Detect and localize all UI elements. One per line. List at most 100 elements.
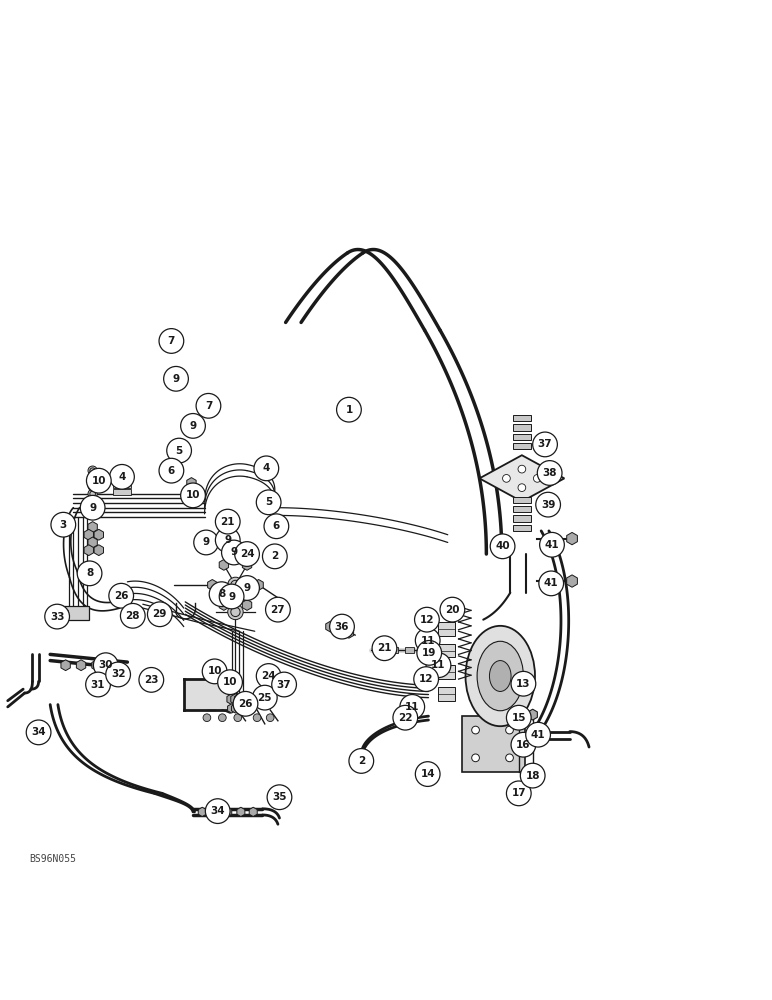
Circle shape bbox=[400, 695, 425, 719]
Circle shape bbox=[235, 576, 259, 600]
Text: 30: 30 bbox=[99, 660, 113, 670]
Circle shape bbox=[235, 542, 259, 566]
Text: 10: 10 bbox=[223, 677, 237, 687]
Text: 9: 9 bbox=[202, 537, 210, 547]
Circle shape bbox=[80, 495, 105, 520]
Text: BS96N055: BS96N055 bbox=[29, 854, 76, 864]
Text: 20: 20 bbox=[445, 605, 459, 615]
Text: 27: 27 bbox=[271, 605, 285, 615]
Circle shape bbox=[90, 468, 96, 473]
Circle shape bbox=[253, 714, 261, 722]
Bar bbox=[513, 525, 531, 531]
Text: 10: 10 bbox=[208, 666, 222, 676]
Circle shape bbox=[539, 571, 564, 596]
Circle shape bbox=[256, 490, 281, 515]
Circle shape bbox=[426, 653, 451, 678]
Bar bbox=[513, 424, 531, 431]
Text: 9: 9 bbox=[89, 503, 96, 513]
Text: 12: 12 bbox=[419, 674, 433, 684]
Text: 11: 11 bbox=[432, 660, 445, 670]
Circle shape bbox=[414, 667, 438, 691]
Circle shape bbox=[417, 641, 442, 665]
Circle shape bbox=[88, 489, 97, 498]
Ellipse shape bbox=[466, 626, 535, 726]
Circle shape bbox=[231, 607, 240, 617]
Circle shape bbox=[90, 476, 96, 481]
Circle shape bbox=[254, 456, 279, 481]
Polygon shape bbox=[60, 608, 68, 617]
Circle shape bbox=[252, 685, 277, 710]
Polygon shape bbox=[528, 709, 537, 720]
Text: 8: 8 bbox=[86, 568, 93, 578]
Circle shape bbox=[536, 492, 560, 517]
Circle shape bbox=[506, 754, 513, 762]
Bar bbox=[513, 497, 531, 503]
Polygon shape bbox=[88, 522, 97, 532]
Polygon shape bbox=[513, 706, 524, 718]
Text: 4: 4 bbox=[262, 463, 270, 473]
Text: 41: 41 bbox=[545, 540, 559, 550]
Circle shape bbox=[181, 414, 205, 438]
Text: 2: 2 bbox=[271, 551, 279, 561]
Text: 26: 26 bbox=[239, 699, 252, 709]
Text: 21: 21 bbox=[221, 517, 235, 527]
Circle shape bbox=[472, 726, 479, 734]
Text: 25: 25 bbox=[258, 693, 272, 703]
Circle shape bbox=[533, 432, 557, 457]
Polygon shape bbox=[84, 529, 93, 540]
Circle shape bbox=[51, 512, 76, 537]
Text: 3: 3 bbox=[59, 520, 67, 530]
Polygon shape bbox=[344, 627, 354, 638]
Polygon shape bbox=[335, 624, 344, 635]
Circle shape bbox=[472, 754, 479, 762]
Text: 1: 1 bbox=[345, 405, 353, 415]
Circle shape bbox=[511, 671, 536, 696]
Polygon shape bbox=[88, 537, 97, 548]
Circle shape bbox=[393, 705, 418, 730]
Text: 9: 9 bbox=[230, 547, 238, 557]
Text: 5: 5 bbox=[265, 497, 273, 507]
Bar bbox=[513, 506, 531, 512]
Circle shape bbox=[194, 530, 218, 555]
Circle shape bbox=[218, 670, 242, 695]
Polygon shape bbox=[242, 559, 252, 570]
Polygon shape bbox=[242, 600, 252, 610]
Circle shape bbox=[228, 604, 243, 620]
Text: 15: 15 bbox=[512, 713, 526, 723]
Circle shape bbox=[490, 534, 515, 559]
Circle shape bbox=[86, 468, 111, 493]
Ellipse shape bbox=[477, 641, 523, 711]
Text: 26: 26 bbox=[114, 591, 128, 601]
Bar bbox=[438, 665, 455, 679]
Circle shape bbox=[506, 705, 531, 730]
Circle shape bbox=[526, 722, 550, 747]
Circle shape bbox=[159, 329, 184, 353]
Text: 34: 34 bbox=[211, 806, 225, 816]
Polygon shape bbox=[228, 704, 235, 713]
Polygon shape bbox=[208, 580, 217, 590]
Text: 13: 13 bbox=[516, 679, 530, 689]
Polygon shape bbox=[235, 704, 243, 713]
Circle shape bbox=[159, 458, 184, 483]
Text: 24: 24 bbox=[240, 549, 254, 559]
Polygon shape bbox=[254, 580, 263, 590]
Text: 39: 39 bbox=[541, 500, 555, 510]
Bar bbox=[374, 647, 383, 653]
Circle shape bbox=[215, 528, 240, 552]
Circle shape bbox=[88, 481, 97, 491]
Polygon shape bbox=[239, 704, 247, 713]
Text: 17: 17 bbox=[512, 788, 526, 798]
Polygon shape bbox=[92, 660, 101, 671]
Circle shape bbox=[164, 366, 188, 391]
Circle shape bbox=[506, 781, 531, 806]
Polygon shape bbox=[237, 807, 245, 817]
Bar bbox=[513, 434, 531, 440]
Circle shape bbox=[167, 438, 191, 463]
Text: 37: 37 bbox=[538, 439, 552, 449]
Circle shape bbox=[181, 483, 205, 508]
Circle shape bbox=[234, 714, 242, 722]
Text: 40: 40 bbox=[496, 541, 510, 551]
Circle shape bbox=[506, 726, 513, 734]
Polygon shape bbox=[61, 660, 70, 671]
Polygon shape bbox=[219, 559, 229, 570]
